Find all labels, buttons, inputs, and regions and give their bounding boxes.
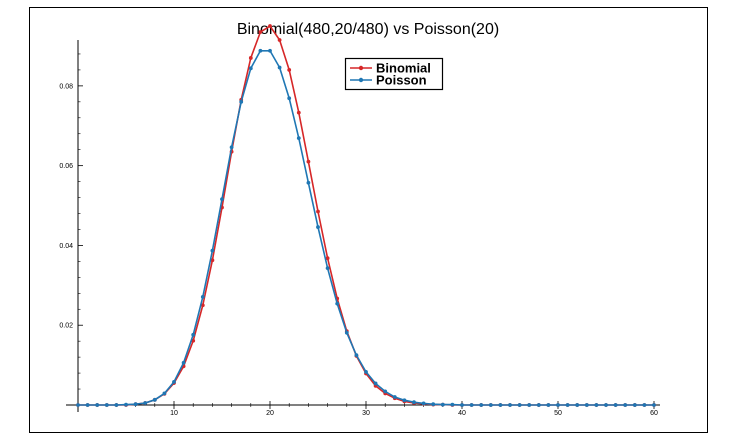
series-layer xyxy=(76,24,656,407)
data-point-poisson xyxy=(546,403,551,407)
data-point-poisson xyxy=(124,402,128,407)
data-point-poisson xyxy=(440,402,445,407)
data-point-poisson xyxy=(469,403,474,407)
data-point-poisson xyxy=(412,400,416,405)
series-poisson xyxy=(76,48,656,407)
data-point-poisson xyxy=(95,403,100,407)
data-point-poisson xyxy=(316,225,320,229)
data-point-binomial xyxy=(287,68,292,72)
data-point-poisson xyxy=(527,403,532,407)
data-point-poisson xyxy=(152,397,157,402)
data-point-poisson xyxy=(594,403,599,407)
data-point-poisson xyxy=(210,248,215,253)
y-tick-label: 0.06 xyxy=(59,163,73,170)
legend-marker xyxy=(358,77,364,83)
data-point-poisson xyxy=(584,403,589,407)
x-tick-label: 50 xyxy=(554,410,562,417)
data-point-poisson xyxy=(604,403,608,407)
data-point-poisson xyxy=(450,402,455,407)
data-point-poisson xyxy=(200,294,205,299)
x-tick-label: 40 xyxy=(458,410,466,417)
data-point-poisson xyxy=(258,48,263,53)
data-point-binomial xyxy=(200,303,205,308)
chart-title: Binomial(480,20/480) vs Poisson(20) xyxy=(237,21,499,38)
x-tick-label: 60 xyxy=(650,410,658,417)
legend-label: Binomial xyxy=(376,61,431,76)
legend-label: Poisson xyxy=(376,73,427,88)
data-point-poisson xyxy=(296,136,301,141)
data-point-binomial xyxy=(277,38,282,42)
data-point-poisson xyxy=(354,353,359,358)
data-point-poisson xyxy=(172,379,176,384)
data-point-poisson xyxy=(248,66,253,71)
data-point-poisson xyxy=(402,398,407,403)
data-point-poisson xyxy=(114,403,119,407)
data-point-poisson xyxy=(181,360,186,365)
data-point-poisson xyxy=(104,403,109,407)
data-point-binomial xyxy=(258,30,263,34)
data-point-poisson xyxy=(498,403,503,407)
x-tick-label: 20 xyxy=(266,410,274,417)
data-point-poisson xyxy=(421,401,426,406)
y-axis-ticks: 0.02 0.04 0.06 0.08 xyxy=(59,53,83,390)
x-tick-label: 30 xyxy=(362,410,370,417)
data-point-poisson xyxy=(335,301,340,306)
data-point-poisson xyxy=(344,330,349,335)
y-tick-label: 0.02 xyxy=(59,323,73,330)
data-point-poisson xyxy=(431,402,436,407)
data-point-poisson xyxy=(239,99,244,104)
data-point-poisson xyxy=(565,403,570,407)
data-point-binomial xyxy=(248,56,253,60)
y-tick-label: 0.04 xyxy=(59,243,73,250)
data-point-poisson xyxy=(575,403,580,407)
data-point-poisson xyxy=(364,369,368,374)
data-point-poisson xyxy=(556,403,560,407)
data-point-poisson xyxy=(277,65,282,70)
legend-item-binomial: Binomial xyxy=(350,61,431,76)
data-point-poisson xyxy=(392,395,397,399)
data-point-poisson xyxy=(373,381,378,386)
data-point-binomial xyxy=(210,258,215,263)
data-point-poisson xyxy=(488,403,493,407)
data-point-poisson xyxy=(517,403,522,407)
legend-marker xyxy=(358,65,364,71)
data-point-poisson xyxy=(191,332,196,337)
data-point-poisson xyxy=(229,145,234,150)
data-point-poisson xyxy=(287,96,292,101)
data-point-poisson xyxy=(162,391,167,396)
data-point-poisson xyxy=(536,403,541,407)
data-point-poisson xyxy=(623,403,628,407)
data-point-poisson xyxy=(652,403,656,407)
legend-box xyxy=(344,57,444,91)
data-point-poisson xyxy=(460,403,464,407)
data-point-poisson xyxy=(268,48,272,53)
data-point-binomial xyxy=(268,24,272,28)
data-point-poisson xyxy=(632,403,637,407)
data-point-poisson xyxy=(479,403,484,407)
data-point-poisson xyxy=(642,403,647,407)
data-point-binomial xyxy=(316,209,320,214)
data-point-binomial xyxy=(306,159,311,164)
data-point-poisson xyxy=(76,403,80,407)
data-point-poisson xyxy=(85,403,90,407)
data-point-poisson xyxy=(383,389,388,394)
data-point-poisson xyxy=(133,402,138,407)
y-tick-label: 0.08 xyxy=(59,83,73,90)
data-point-binomial xyxy=(296,110,301,115)
data-point-poisson xyxy=(508,403,512,407)
data-point-poisson xyxy=(143,401,148,405)
x-tick-label: 10 xyxy=(170,410,178,417)
data-point-binomial xyxy=(325,256,330,261)
data-point-poisson xyxy=(325,266,330,271)
data-point-poisson xyxy=(613,403,618,407)
legend-item-poisson: Poisson xyxy=(350,73,427,88)
data-point-poisson xyxy=(220,197,224,202)
data-point-poisson xyxy=(306,180,311,185)
